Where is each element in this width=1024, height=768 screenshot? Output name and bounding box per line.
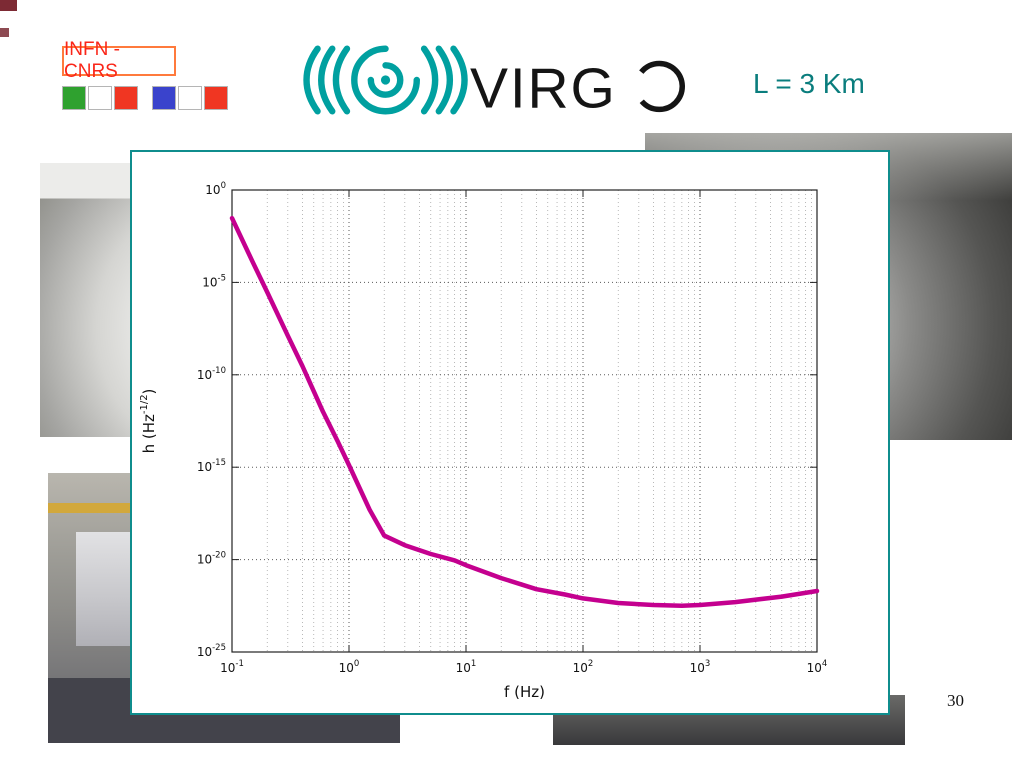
- flags: [62, 86, 228, 110]
- svg-text:102: 102: [573, 659, 594, 675]
- arm-length-label: L = 3 Km: [753, 68, 865, 99]
- flag-square-green: [62, 86, 86, 110]
- virgo-logo-waves-icon: [303, 45, 468, 115]
- sensitivity-chart-panel: 10-1 100 101 102 103 104 100 10-5 10-10 10-15 10-2…: [130, 150, 890, 715]
- svg-text:100: 100: [339, 659, 360, 675]
- sensitivity-chart: 10-1 100 101 102 103 104 100 10-5 10-10 10-15 10-2…: [139, 181, 828, 701]
- infn-cnrs-label: INFN - CNRS: [64, 39, 120, 82]
- virgo-spiral-center-icon: [380, 75, 391, 85]
- svg-text:f (Hz): f (Hz): [504, 683, 545, 701]
- flag-square-red: [114, 86, 138, 110]
- corner-decoration: [0, 0, 17, 11]
- virgo-wordmark: VIRG: [470, 57, 617, 121]
- svg-text:10-25: 10-25: [197, 643, 226, 659]
- page-number: 30: [947, 691, 964, 710]
- infn-cnrs-label-box: INFN - CNRS: [62, 39, 176, 82]
- svg-text:100: 100: [205, 181, 226, 197]
- svg-text:101: 101: [456, 659, 477, 675]
- svg-text:10-10: 10-10: [197, 366, 226, 382]
- corner-decoration: [0, 28, 9, 37]
- flag-square-blue: [152, 86, 176, 110]
- svg-text:10-15: 10-15: [197, 458, 226, 474]
- flag-square-white: [88, 86, 112, 110]
- svg-text:h (Hz-1/2): h (Hz-1/2): [139, 389, 158, 454]
- svg-text:10-1: 10-1: [220, 659, 244, 675]
- flag-square-white: [178, 86, 202, 110]
- svg-text:103: 103: [690, 659, 711, 675]
- svg-text:10-20: 10-20: [197, 551, 226, 567]
- virgo-open-o-glyph: [633, 60, 685, 113]
- flag-italy: [62, 86, 138, 110]
- virgo-logo: VIRG: [290, 34, 685, 126]
- svg-text:104: 104: [807, 659, 828, 675]
- svg-text:10-5: 10-5: [202, 273, 226, 289]
- flag-square-red: [204, 86, 228, 110]
- flag-france: [152, 86, 228, 110]
